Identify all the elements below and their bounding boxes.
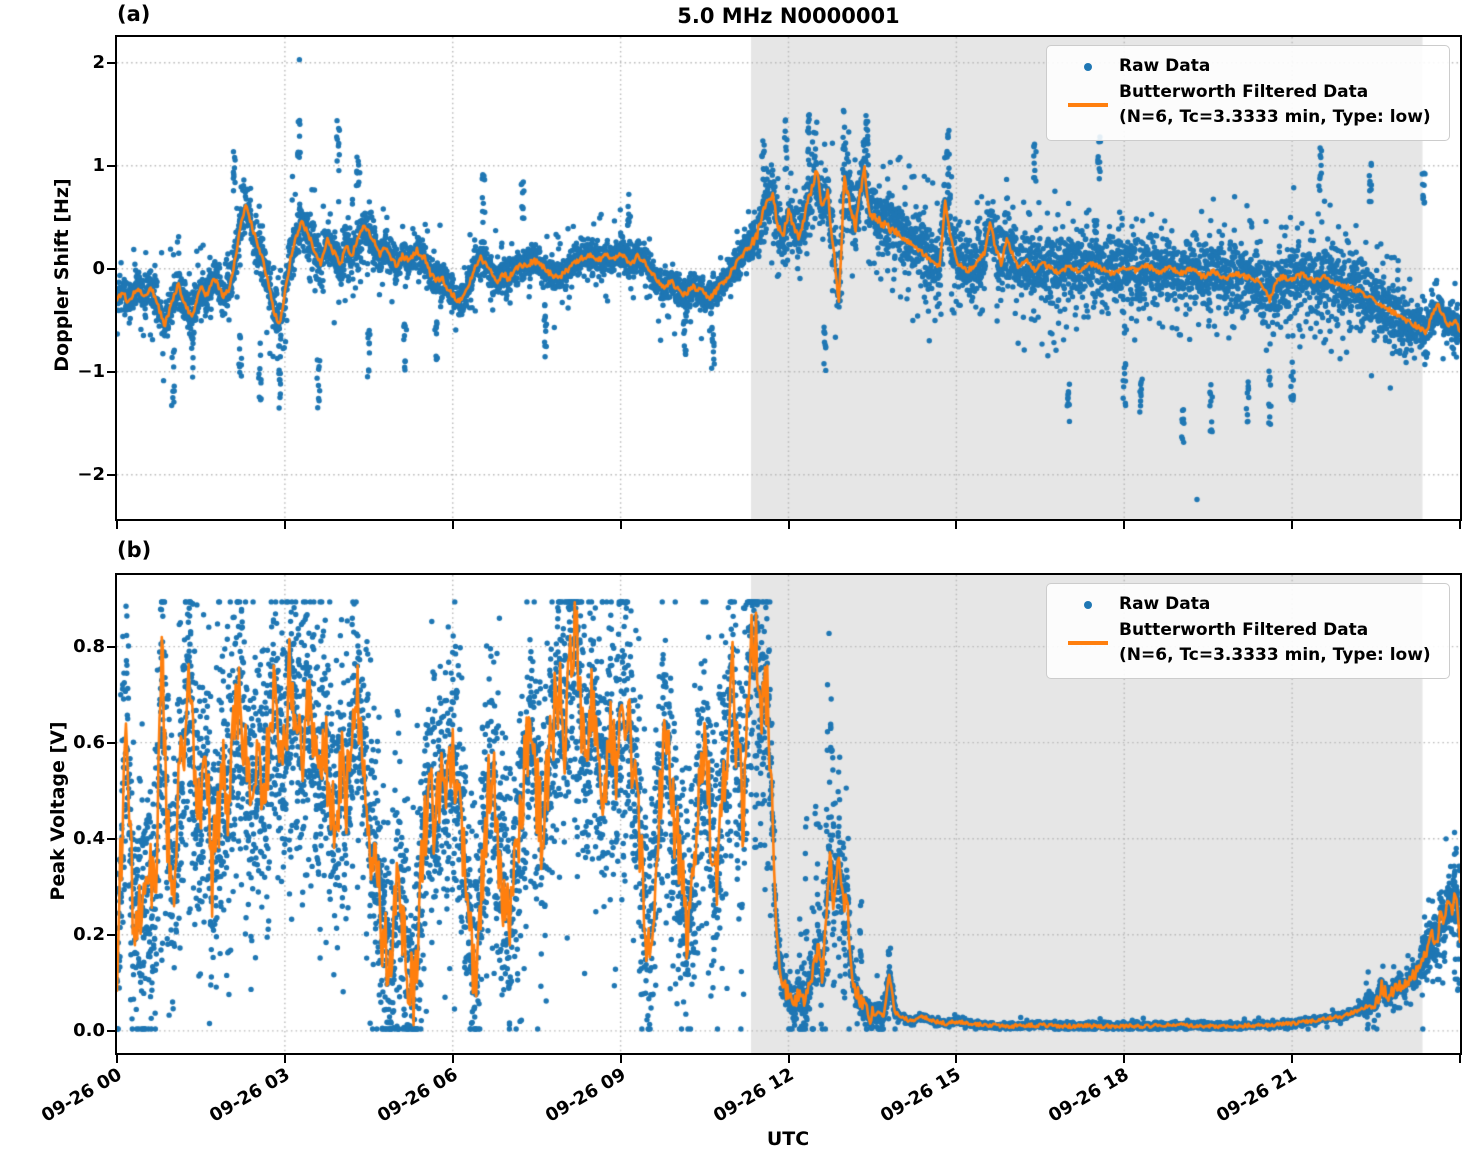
x-tick-mark — [1123, 1055, 1126, 1063]
x-tick-label: 09-26 15 — [877, 1064, 965, 1127]
raw-data-marker-icon — [1057, 62, 1119, 71]
figure-title: 5.0 MHz N0000001 — [677, 4, 900, 28]
x-tick-mark — [116, 521, 118, 529]
x-tick-mark — [1291, 1055, 1294, 1063]
y-tick-label: −2 — [77, 463, 105, 485]
x-tick-mark — [283, 521, 286, 529]
x-axis-label: UTC — [766, 1128, 810, 1150]
x-tick-mark — [1291, 521, 1294, 529]
x-tick-mark — [955, 1055, 958, 1063]
x-tick-label: 09-26 00 — [38, 1064, 126, 1127]
x-tick-label: 09-26 09 — [541, 1064, 630, 1127]
y-tick-label: 0.8 — [73, 635, 105, 657]
legend-entry-raw: Raw Data — [1057, 592, 1439, 618]
y-tick-label: 1 — [92, 154, 105, 176]
x-tick-mark — [116, 1055, 118, 1063]
y-tick-mark — [107, 1029, 115, 1032]
x-tick-label: 09-26 06 — [373, 1064, 462, 1127]
raw-data-marker-icon — [1057, 600, 1119, 609]
legend-entry-raw: Raw Data — [1057, 54, 1439, 80]
panel-b-ylabel: Peak Voltage [V] — [47, 721, 69, 901]
x-tick-label: 09-26 03 — [205, 1064, 294, 1127]
filtered-line-marker-icon — [1057, 641, 1119, 645]
x-tick-mark — [787, 1055, 790, 1063]
y-tick-mark — [107, 370, 115, 373]
y-tick-label: 0.4 — [73, 827, 105, 849]
filtered-line-marker-icon — [1057, 103, 1119, 107]
legend-entry-filtered: Butterworth Filtered Data (N=6, Tc=3.333… — [1057, 618, 1439, 669]
y-tick-label: 0.2 — [73, 923, 105, 945]
legend-filtered-label: Butterworth Filtered Data — [1119, 81, 1369, 102]
x-tick-mark — [955, 521, 958, 529]
y-tick-label: 2 — [92, 51, 105, 73]
y-tick-mark — [107, 61, 115, 64]
x-tick-label: 09-26 12 — [709, 1064, 797, 1127]
legend-filtered-sub: (N=6, Tc=3.3333 min, Type: low) — [1119, 107, 1431, 127]
x-tick-label: 09-26 21 — [1213, 1064, 1301, 1127]
y-tick-label: 0 — [92, 257, 105, 279]
x-tick-mark — [451, 521, 454, 529]
x-tick-mark — [1459, 521, 1461, 529]
x-tick-mark — [619, 1055, 622, 1063]
x-tick-mark — [619, 521, 622, 529]
x-tick-mark — [451, 1055, 454, 1063]
legend-a: Raw Data Butterworth Filtered Data (N=6,… — [1046, 45, 1450, 141]
y-tick-label: 0.0 — [73, 1019, 105, 1041]
x-tick-label: 09-26 18 — [1045, 1064, 1133, 1127]
y-tick-mark — [107, 267, 115, 270]
legend-raw-label: Raw Data — [1119, 56, 1211, 76]
y-tick-mark — [107, 473, 115, 476]
y-tick-mark — [107, 164, 115, 167]
legend-raw-label: Raw Data — [1119, 594, 1211, 614]
legend-b: Raw Data Butterworth Filtered Data (N=6,… — [1046, 583, 1450, 679]
panel-a-label: (a) — [117, 2, 151, 26]
legend-filtered-sub: (N=6, Tc=3.3333 min, Type: low) — [1119, 645, 1431, 665]
x-tick-mark — [283, 1055, 286, 1063]
panel-b-label: (b) — [117, 538, 152, 562]
x-tick-mark — [1459, 1055, 1461, 1063]
y-tick-mark — [107, 645, 115, 648]
y-tick-label: −1 — [77, 360, 105, 382]
legend-filtered-label: Butterworth Filtered Data — [1119, 619, 1369, 640]
x-tick-mark — [787, 521, 790, 529]
y-tick-mark — [107, 741, 115, 744]
y-tick-mark — [107, 837, 115, 840]
y-tick-mark — [107, 933, 115, 936]
y-tick-label: 0.6 — [73, 731, 105, 753]
legend-entry-filtered: Butterworth Filtered Data (N=6, Tc=3.333… — [1057, 80, 1439, 131]
x-tick-mark — [1123, 521, 1126, 529]
